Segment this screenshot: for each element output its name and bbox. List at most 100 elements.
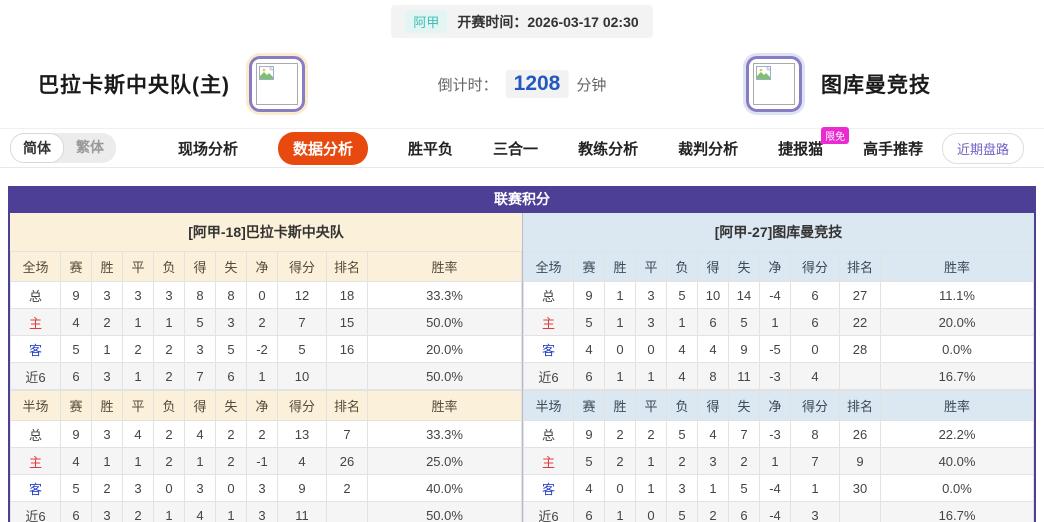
table-row: 主 4 2 1 1 5 3 2 7 15 50.0% (10, 308, 522, 336)
table-row: 总 9 3 4 2 4 2 2 13 7 33.3% (10, 420, 522, 448)
stat-cell: 50.0% (367, 501, 522, 522)
stat-cell: 13 (277, 420, 327, 448)
stat-cell: 2 (246, 420, 278, 448)
lang-traditional-button[interactable]: 繁体 (76, 139, 104, 155)
stat-cell: 5 (666, 281, 698, 309)
stat-cell: 3 (697, 447, 729, 475)
stat-cell: 22 (839, 308, 881, 336)
stat-cell: 28 (839, 335, 881, 363)
countdown-value: 1208 (505, 70, 569, 98)
away-full-match-table: 全场赛胜平负得失净得分 排名 胜率总 9 1 3 5 10 14 -4 6 27 11.1% 主 5 1 3 1 6… (523, 251, 1034, 390)
stat-cell: 1 (790, 474, 840, 502)
stat-cell: 12 (277, 281, 327, 309)
stat-cell: 1 (91, 447, 123, 475)
home-team-group: 巴拉卡斯中央队(主) (38, 53, 308, 115)
league-badge: 阿甲 (405, 10, 448, 33)
row-label: 客 (10, 474, 61, 502)
stat-cell: 9 (839, 447, 881, 475)
stat-cell: 3 (184, 335, 216, 363)
column-header: 平 (635, 251, 667, 282)
broken-image-icon (256, 63, 298, 105)
stat-cell: 2 (153, 362, 185, 390)
home-team-logo (246, 53, 308, 115)
stat-cell: 6 (697, 308, 729, 336)
stat-cell: 33.3% (367, 420, 522, 448)
stat-cell: 1 (697, 474, 729, 502)
nav-tab[interactable]: 裁判分析 (678, 140, 739, 158)
row-label: 客 (523, 335, 574, 363)
stat-cell: 4 (573, 474, 605, 502)
column-header: 排名 (839, 390, 881, 421)
table-row: 客 5 2 3 0 3 0 3 9 2 40.0% (10, 474, 522, 502)
column-header: 净 (246, 390, 278, 421)
nav-tab[interactable]: 三合一 (493, 140, 539, 158)
row-label: 近6 (523, 362, 574, 390)
column-header: 赛 (60, 390, 92, 421)
row-label: 主 (523, 308, 574, 336)
nav-tab[interactable]: 高手推荐 (863, 140, 924, 158)
lang-simplified-button[interactable]: 简体 (10, 133, 64, 163)
stat-cell: 8 (184, 281, 216, 309)
stat-cell: 1 (122, 308, 154, 336)
recent-trend-button[interactable]: 近期盘路 (941, 132, 1024, 164)
column-header: 失 (215, 251, 247, 282)
stat-cell: 3 (91, 420, 123, 448)
stat-cell: 9 (573, 281, 605, 309)
column-header: 平 (122, 251, 154, 282)
stat-cell: 5 (60, 474, 92, 502)
stat-cell: 2 (604, 420, 636, 448)
broken-image-icon (753, 63, 795, 105)
stat-cell: 4 (666, 362, 698, 390)
table-row: 客 4 0 0 4 4 9 -5 0 28 0.0% (523, 335, 1034, 363)
stat-cell: 2 (246, 308, 278, 336)
stat-cell: 1 (184, 447, 216, 475)
nav-tab[interactable]: 捷报猫 限免 (778, 126, 850, 159)
stat-cell: 2 (122, 501, 154, 522)
stat-cell: 0 (215, 474, 247, 502)
stat-cell: 30 (839, 474, 881, 502)
nav-tab[interactable]: 数据分析 (278, 131, 369, 165)
stat-cell: 4 (60, 308, 92, 336)
stat-cell: 20.0% (880, 308, 1034, 336)
column-header: 全场 (10, 251, 61, 282)
stat-cell (839, 501, 881, 522)
stat-cell: 5 (184, 308, 216, 336)
logo-frame (249, 56, 305, 112)
stat-cell: 4 (666, 335, 698, 363)
stat-cell: 3 (91, 362, 123, 390)
column-header: 胜 (91, 251, 123, 282)
stat-cell: -1 (246, 447, 278, 475)
column-header: 胜 (91, 390, 123, 421)
stat-cell: 1 (153, 308, 185, 336)
stat-cell: 14 (728, 281, 760, 309)
stat-cell: 3 (635, 308, 667, 336)
stat-cell: 8 (215, 281, 247, 309)
stat-cell: 2 (215, 420, 247, 448)
column-header: 排名 (326, 251, 368, 282)
stat-cell: 26 (326, 447, 368, 475)
table-row: 近6 6 3 2 1 4 1 3 11 50.0% (10, 501, 522, 522)
nav-tab[interactable]: 教练分析 (578, 140, 639, 158)
row-label: 总 (10, 420, 61, 448)
column-header: 得分 (790, 390, 840, 421)
stat-cell: 3 (635, 281, 667, 309)
stat-cell: 3 (153, 281, 185, 309)
stat-cell: 3 (246, 474, 278, 502)
stat-cell: 1 (122, 447, 154, 475)
stat-cell: 2 (666, 447, 698, 475)
table-row: 近6 6 3 1 2 7 6 1 10 50.0% (10, 362, 522, 390)
stat-cell: 3 (91, 501, 123, 522)
column-header: 得分 (790, 251, 840, 282)
stat-cell: -4 (759, 501, 791, 522)
nav-tab[interactable]: 现场分析 (178, 140, 239, 158)
row-label: 主 (523, 447, 574, 475)
stat-cell: 1 (635, 447, 667, 475)
navbar: 简体 繁体 现场分析 数据分析 胜平负 三合一 教练分析 裁判分析 捷报猫 限免 高手推荐 近期… (0, 126, 1044, 168)
stat-cell: 5 (215, 335, 247, 363)
stat-cell: 2 (728, 447, 760, 475)
nav-tab[interactable]: 胜平负 (408, 140, 454, 158)
stat-cell: 3 (122, 474, 154, 502)
stat-cell: 2 (91, 308, 123, 336)
stat-cell: -3 (759, 362, 791, 390)
stat-cell: 10 (277, 362, 327, 390)
